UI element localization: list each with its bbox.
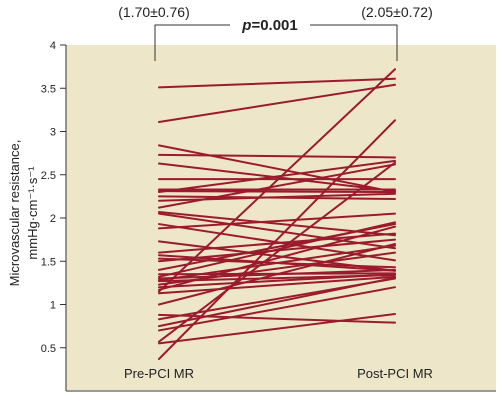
patient-pair-line (158, 225, 396, 291)
patient-pair-line (158, 163, 396, 209)
post-mean-annotation: (2.05±0.72) (361, 4, 433, 20)
patient-pair-line (158, 190, 396, 194)
y-tick-label: 1.5 (41, 256, 56, 268)
data-lines-layer (158, 68, 396, 360)
patient-pair-line (158, 83, 396, 123)
p-value-number: =0.001 (251, 17, 297, 34)
y-tick-label: 3.5 (41, 83, 56, 95)
y-tick-label: 1 (50, 300, 56, 312)
y-axis-ticks: 0.5 1 1.5 2 2.5 3 3.5 4 (41, 40, 66, 355)
p-value-annotation: p=0.001 (241, 17, 297, 34)
patient-pair-line (158, 242, 396, 306)
patient-pair-line (158, 273, 396, 289)
y-tick-label: 2 (50, 213, 56, 225)
y-axis-label-line-2: mmHg·cm⁻¹·s⁻¹ (25, 166, 40, 260)
patient-pair-line (158, 68, 396, 293)
y-tick-label: 2.5 (41, 170, 56, 182)
patient-pair-line (158, 221, 396, 278)
patient-pair-line (158, 313, 396, 324)
patient-pair-line (158, 144, 396, 194)
patient-pair-line (158, 212, 396, 230)
patient-pair-line (158, 244, 396, 282)
patient-pair-line (158, 77, 396, 89)
significance-bracket (154, 24, 398, 61)
patient-pair-line (158, 212, 396, 250)
patient-pair-line (158, 161, 396, 343)
y-axis-label-line-1: Microvascular resistance, (7, 140, 22, 287)
patient-pair-line (158, 153, 396, 159)
x-category-label-post: Post-PCI MR (357, 366, 433, 381)
y-tick-label: 3 (50, 127, 56, 139)
pre-mean-annotation: (1.70±0.76) (118, 4, 190, 20)
patient-pair-line (158, 275, 396, 295)
plot-area (66, 45, 496, 390)
patient-pair-line (158, 286, 396, 332)
patient-pair-line (158, 159, 396, 194)
patient-pair-line (158, 240, 396, 272)
patient-pair-line (158, 119, 396, 360)
patient-pair-line (158, 313, 396, 345)
y-tick-label: 4 (50, 40, 56, 52)
x-category-label-pre: Pre-PCI MR (124, 366, 194, 381)
p-value-symbol: p (241, 17, 251, 34)
y-tick-label: 0.5 (41, 343, 56, 355)
